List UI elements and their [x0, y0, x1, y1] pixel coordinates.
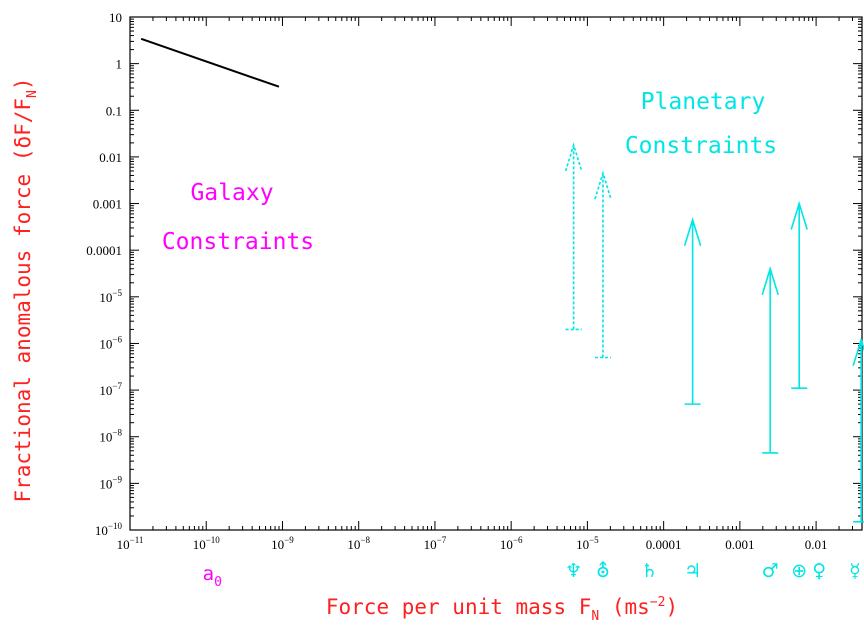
planet-symbol-icon: ♀ — [812, 560, 826, 582]
x-tick-label: 0.001 — [725, 537, 754, 552]
planet-symbol-icon: ♄ — [641, 560, 658, 582]
x-tick-label: 10−8 — [347, 535, 370, 552]
y-tick-label: 10−7 — [99, 381, 122, 398]
arrow-head — [594, 170, 612, 200]
x-tick-label: 10−10 — [193, 535, 221, 552]
arrow-head — [564, 142, 583, 172]
x-tick-label: 10−9 — [271, 535, 294, 552]
a0-label: a0 — [203, 563, 222, 590]
planet-symbol-icon: ⊕ — [791, 560, 807, 582]
x-tick-label: 10−7 — [424, 535, 447, 552]
x-axis-title: Force per unit mass FN (ms−2) — [326, 595, 678, 624]
x-tick-label: 10−5 — [576, 535, 599, 552]
galaxy-constraints-label: Constraints — [162, 229, 314, 255]
plot-data: ♆ ⛢ ♄ ♃ ♂ ⊕ ♀ ☿ — [140, 37, 864, 582]
galaxy-constraint-line — [140, 37, 280, 88]
y-tick-label: 0.1 — [106, 103, 122, 118]
arrow-head — [761, 266, 779, 295]
planet-symbol-icon: ⛢ — [596, 560, 610, 582]
y-tick-label: 10−9 — [99, 474, 122, 491]
arrow-head — [852, 337, 864, 366]
plot-border — [129, 16, 863, 531]
arrow-head — [790, 200, 808, 230]
y-tick-label: 0.001 — [93, 197, 122, 212]
planetary-constraints-label: Planetary — [641, 89, 766, 115]
planetary-constraints-label: Constraints — [625, 133, 777, 159]
y-axis-title: Fractional anomalous force (δF/FN) — [11, 77, 40, 502]
plot-frame — [129, 16, 863, 531]
galaxy-constraints-label: Galaxy — [190, 180, 273, 206]
y-tick-label: 10−10 — [95, 521, 123, 538]
y-tick-label: 1 — [116, 57, 123, 72]
planet-symbol-icon: ♃ — [684, 560, 701, 582]
x-tick-label: 10−6 — [500, 535, 523, 552]
arrow-head — [683, 216, 702, 246]
axis-ticks — [129, 16, 863, 531]
planet-symbol-icon: ♆ — [565, 560, 582, 582]
y-tick-label: 0.0001 — [86, 243, 122, 258]
x-tick-label: 0.01 — [805, 537, 828, 552]
y-tick-label: 10−6 — [99, 334, 122, 351]
y-tick-label: 10 — [109, 10, 122, 25]
planet-symbol-icon: ☿ — [849, 560, 861, 582]
planet-symbol-icon: ♂ — [762, 560, 779, 582]
x-tick-label: 10−11 — [117, 535, 144, 552]
y-tick-label: 0.01 — [99, 150, 122, 165]
annotations: Galaxy Constraints Planetary Constraints a0 F… — [11, 77, 777, 624]
y-tick-label: 10−5 — [99, 288, 122, 305]
tick-labels: 10−11 10−10 10−9 10−8 10−7 10−6 10−5 0.0001 0.00… — [86, 10, 827, 552]
x-tick-label: 0.0001 — [646, 537, 682, 552]
y-tick-label: 10−8 — [99, 428, 122, 445]
